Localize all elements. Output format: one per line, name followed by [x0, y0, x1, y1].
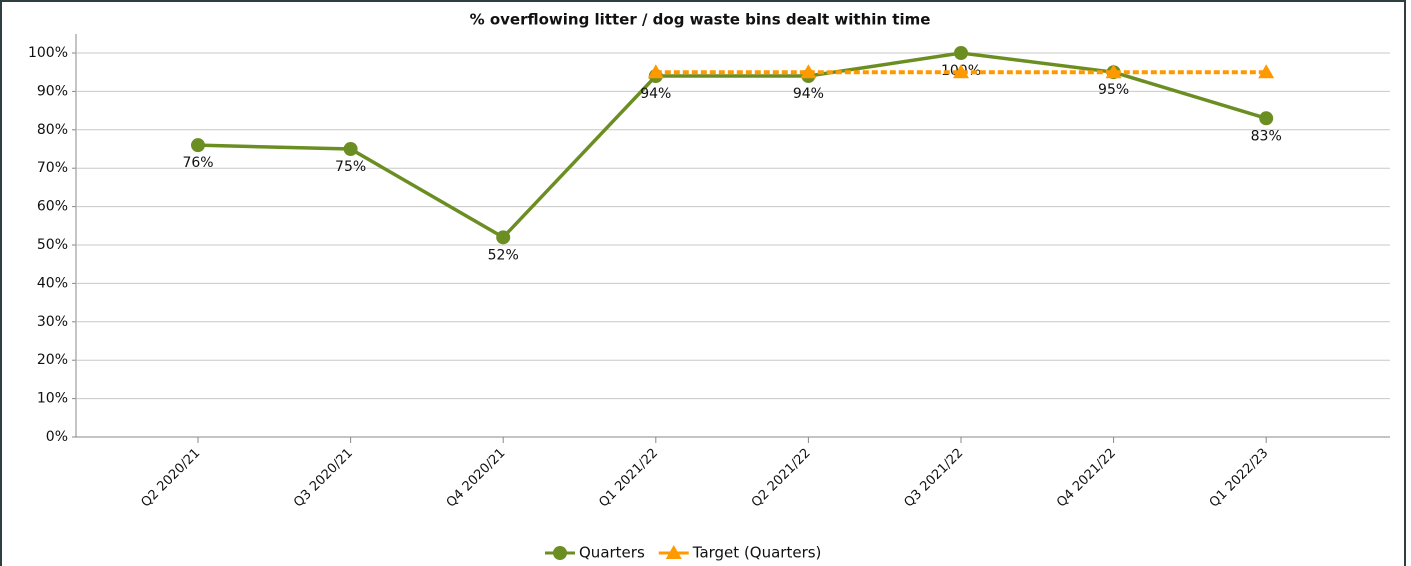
data-label: 95% — [1098, 82, 1129, 98]
point — [1105, 64, 1122, 79]
y-tick-label: 70% — [37, 160, 68, 176]
x-tick-label: Q1 2021/22 — [596, 446, 661, 511]
x-tick-label: Q2 2021/22 — [749, 446, 814, 511]
x-tick-label: Q3 2020/21 — [291, 446, 356, 511]
legend-swatch — [553, 546, 567, 560]
y-tick-label: 10% — [37, 391, 68, 407]
legend-label: Target (Quarters) — [692, 544, 822, 562]
point — [800, 64, 817, 79]
legend-label: Quarters — [579, 544, 645, 562]
point — [954, 46, 968, 60]
x-tick-label: Q2 2020/21 — [138, 446, 203, 511]
data-label: 94% — [793, 86, 824, 102]
y-tick-label: 30% — [37, 314, 68, 330]
data-label: 83% — [1251, 128, 1282, 144]
data-label: 76% — [182, 155, 213, 171]
point — [647, 64, 664, 79]
y-tick-label: 100% — [28, 45, 68, 61]
point — [191, 138, 205, 153]
point — [343, 142, 358, 156]
point — [1259, 111, 1274, 126]
chart-title: % overflowing litter / dog waste bins de… — [470, 11, 931, 29]
y-tick-label: 40% — [37, 275, 68, 291]
data-label: 94% — [640, 86, 671, 102]
y-tick-label: 80% — [37, 122, 68, 138]
x-tick-label: Q3 2021/22 — [901, 446, 966, 511]
point — [953, 64, 969, 79]
point — [496, 230, 511, 245]
y-tick-label: 50% — [37, 237, 68, 253]
series-line — [197, 51, 1267, 240]
x-tick-label: Q1 2022/23 — [1207, 446, 1272, 511]
x-tick-label: Q4 2021/22 — [1054, 446, 1119, 511]
y-tick-label: 60% — [37, 199, 68, 215]
x-tick-label: Q4 2020/21 — [444, 446, 509, 511]
y-tick-label: 90% — [37, 83, 68, 99]
point — [1258, 64, 1275, 79]
y-tick-label: 20% — [37, 352, 68, 368]
data-label: 75% — [335, 159, 366, 175]
data-label: 52% — [488, 247, 519, 263]
y-tick-label: 0% — [46, 429, 68, 445]
legend-swatch — [665, 545, 682, 559]
